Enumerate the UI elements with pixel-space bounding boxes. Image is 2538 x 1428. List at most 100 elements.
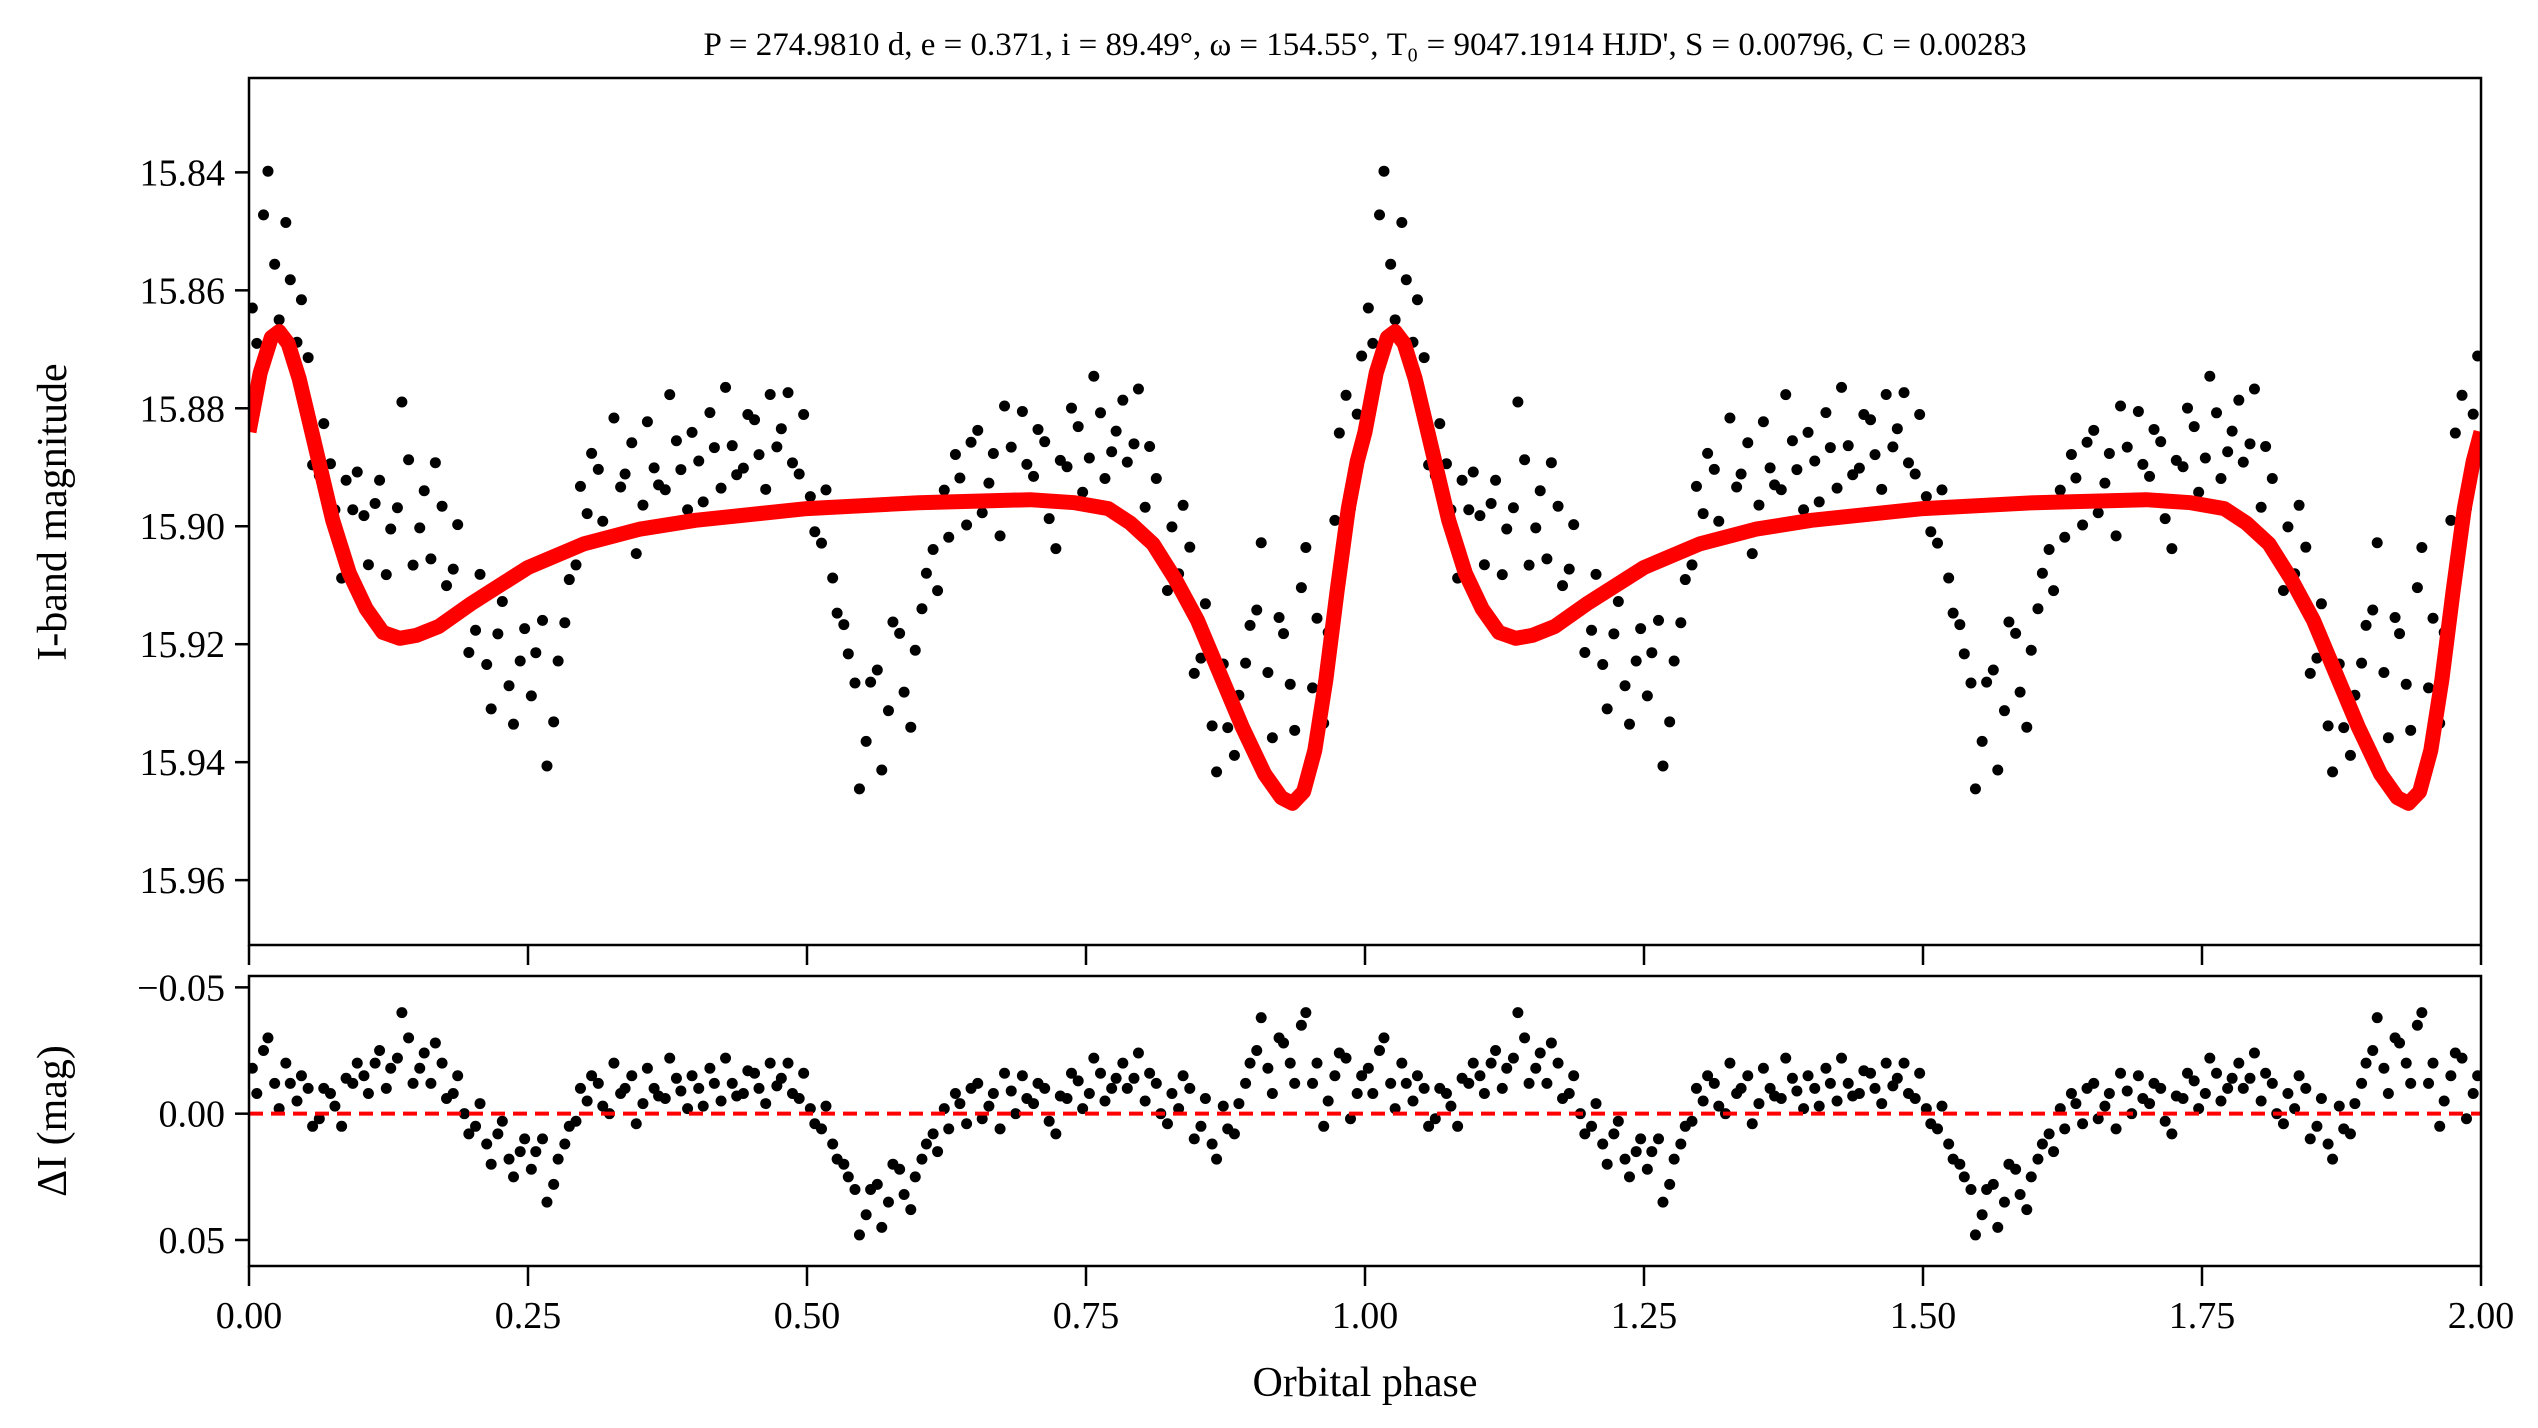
data-point xyxy=(2394,628,2406,640)
data-point xyxy=(882,705,894,717)
residual-point xyxy=(1362,1062,1374,1074)
residual-point xyxy=(1300,1007,1312,1019)
data-point xyxy=(2155,436,2167,448)
residual-point xyxy=(1769,1090,1781,1102)
residual-point xyxy=(1708,1077,1720,1089)
residual-point xyxy=(329,1100,341,1112)
data-point xyxy=(1039,436,1051,448)
data-point xyxy=(742,409,754,421)
residual-point xyxy=(1507,1052,1519,1064)
bottom-panel-frame xyxy=(247,974,2483,1268)
data-point xyxy=(284,274,296,286)
residual-point xyxy=(2333,1100,2345,1112)
data-point xyxy=(2327,766,2339,778)
residual-point xyxy=(1106,1082,1118,1094)
data-point xyxy=(2277,585,2289,597)
residual-point xyxy=(1222,1123,1234,1135)
data-point xyxy=(1507,502,1519,514)
residual-point xyxy=(1914,1067,1926,1079)
residual-point xyxy=(860,1209,872,1221)
data-point xyxy=(552,655,564,667)
residual-point xyxy=(961,1118,973,1130)
residual-point xyxy=(2248,1047,2260,1059)
data-point xyxy=(786,457,798,469)
residual-point xyxy=(1530,1062,1542,1074)
data-point xyxy=(1188,667,1200,679)
data-point xyxy=(324,458,336,470)
data-point xyxy=(1697,508,1709,520)
residual-point xyxy=(418,1047,430,1059)
data-point xyxy=(1887,441,1899,453)
data-point xyxy=(302,352,314,364)
residual-point xyxy=(1206,1138,1218,1150)
residual-point xyxy=(391,1052,403,1064)
data-point xyxy=(1199,598,1211,610)
residual-point xyxy=(307,1120,319,1132)
residual-point xyxy=(1184,1082,1196,1094)
residual-point xyxy=(1552,1057,1564,1069)
data-point xyxy=(1668,655,1680,667)
residual-point xyxy=(1032,1077,1044,1089)
data-point xyxy=(983,477,995,489)
data-point xyxy=(1389,314,1401,326)
data-point xyxy=(1485,497,1497,509)
data-point xyxy=(2311,652,2323,664)
data-point xyxy=(731,469,743,481)
data-point xyxy=(2115,400,2127,412)
data-point xyxy=(1396,217,1408,228)
residual-point xyxy=(2411,1019,2423,1031)
data-point xyxy=(369,497,381,509)
data-point xyxy=(414,522,426,534)
residual-point xyxy=(249,1062,258,1074)
data-point xyxy=(347,504,359,516)
residual-point xyxy=(2121,1085,2133,1097)
residual-point xyxy=(1385,1077,1397,1089)
residual-point xyxy=(1597,1138,1609,1150)
data-point xyxy=(249,302,258,314)
residual-point xyxy=(1329,1070,1341,1082)
residual-point xyxy=(1836,1052,1848,1064)
data-point xyxy=(1943,572,1955,584)
data-point xyxy=(626,437,638,449)
data-point xyxy=(1586,624,1598,636)
data-point xyxy=(849,677,861,689)
data-point xyxy=(637,499,649,511)
data-point xyxy=(1876,483,1888,495)
residual-point xyxy=(697,1100,709,1112)
residual-point xyxy=(284,1077,296,1089)
residual-point xyxy=(1898,1057,1910,1069)
residual-point xyxy=(592,1077,604,1089)
data-point xyxy=(648,462,660,474)
data-point xyxy=(258,209,270,221)
data-point xyxy=(1128,438,1140,450)
residual-point xyxy=(1586,1120,1598,1132)
data-point xyxy=(269,258,281,270)
data-point xyxy=(403,454,415,466)
data-point xyxy=(1947,607,1959,619)
residual-point xyxy=(1947,1153,1959,1165)
residual-point xyxy=(1121,1082,1133,1094)
data-point xyxy=(358,510,370,522)
residual-point xyxy=(1144,1067,1156,1079)
data-point xyxy=(1842,440,1854,452)
data-point xyxy=(570,559,582,571)
residual-point xyxy=(552,1153,564,1165)
data-point xyxy=(1579,646,1591,658)
residual-point xyxy=(1389,1103,1401,1115)
data-point xyxy=(827,572,839,584)
residual-point xyxy=(2338,1123,2350,1135)
data-point xyxy=(1166,521,1178,533)
data-point xyxy=(262,165,274,177)
data-point xyxy=(1490,474,1502,486)
residual-point xyxy=(407,1077,419,1089)
residual-point xyxy=(2226,1072,2238,1084)
data-point xyxy=(1769,479,1781,491)
data-point xyxy=(396,396,408,408)
residual-point xyxy=(485,1158,497,1170)
data-point xyxy=(775,423,787,435)
data-point xyxy=(563,574,575,586)
residual-point xyxy=(2449,1047,2461,1059)
residual-point xyxy=(1523,1077,1535,1089)
data-point xyxy=(1987,664,1999,676)
residual-point xyxy=(436,1057,448,1069)
